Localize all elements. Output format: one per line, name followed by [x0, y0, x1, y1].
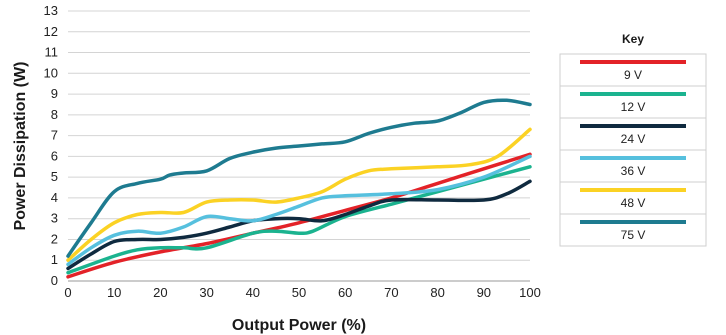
legend-item-box	[559, 149, 707, 183]
series-line-9v	[66, 152, 532, 279]
legend-label: 48 V	[621, 196, 646, 210]
x-tick-label: 90	[477, 285, 491, 300]
y-tick-label: 4	[51, 190, 58, 205]
y-tick-label: 12	[44, 24, 58, 39]
x-tick-label: 30	[199, 285, 213, 300]
legend-label: 12 V	[621, 100, 646, 114]
x-tick-label: 20	[153, 285, 167, 300]
x-axis-ticks: 0 10 20 30 40 50 60 70 80 90 100	[64, 285, 540, 300]
x-tick-label: 0	[64, 285, 71, 300]
x-tick-label: 70	[384, 285, 398, 300]
series-line-24v	[66, 179, 532, 271]
y-tick-label: 11	[45, 45, 59, 60]
series-line-36v	[66, 154, 532, 267]
series-line-12v	[66, 165, 532, 275]
x-tick-label: 60	[338, 285, 352, 300]
x-tick-label: 40	[246, 285, 260, 300]
y-tick-label: 13	[44, 3, 58, 18]
y-tick-label: 2	[51, 231, 58, 246]
legend-item-box	[559, 181, 707, 215]
x-tick-label: 100	[519, 285, 541, 300]
y-tick-label: 8	[51, 107, 58, 122]
legend-label: 75 V	[621, 228, 646, 242]
y-tick-label: 9	[51, 86, 58, 101]
legend-label: 36 V	[621, 164, 646, 178]
x-tick-label: 50	[292, 285, 306, 300]
y-tick-label: 7	[51, 128, 58, 143]
legend-label: 9 V	[624, 68, 642, 82]
y-tick-label: 1	[51, 252, 58, 267]
series-line-48v	[66, 127, 532, 262]
x-tick-label: 10	[107, 285, 121, 300]
series-line-75v	[66, 98, 532, 258]
series-lines	[66, 98, 532, 279]
y-tick-label: 5	[51, 169, 58, 184]
legend-label: 24 V	[621, 132, 646, 146]
y-tick-label: 6	[51, 148, 58, 163]
y-tick-label: 3	[51, 211, 58, 226]
y-tick-label: 10	[44, 65, 58, 80]
y-tick-label: 0	[51, 273, 58, 288]
legend-item-box	[559, 117, 707, 151]
y-axis-title: Power Dissipation (W)	[12, 62, 29, 231]
x-axis-title: Output Power (%)	[232, 317, 366, 334]
legend-item-box	[559, 53, 707, 87]
x-tick-label: 80	[430, 285, 444, 300]
legend: Key 9 V 12 V 24 V 36 V 48 V 75 V	[559, 32, 707, 247]
legend-item-box	[559, 213, 707, 247]
legend-title: Key	[622, 32, 644, 46]
legend-items: 9 V 12 V 24 V 36 V 48 V 75 V	[559, 53, 707, 247]
